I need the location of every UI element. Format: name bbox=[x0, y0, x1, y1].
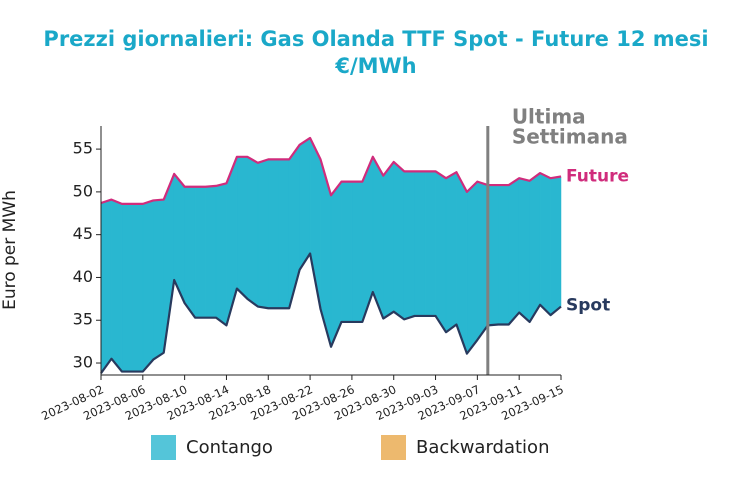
y-tick-label: 55 bbox=[73, 139, 93, 158]
y-tick-label: 35 bbox=[73, 310, 93, 329]
spread-area bbox=[100, 199, 112, 375]
marker-label: Ultima bbox=[512, 105, 586, 129]
spread-area bbox=[477, 181, 489, 341]
spread-area bbox=[215, 183, 227, 326]
y-tick-label: 30 bbox=[73, 353, 93, 372]
y-axis-label: Euro per MWh bbox=[0, 190, 20, 310]
spread-area bbox=[383, 161, 394, 319]
spread-area bbox=[268, 159, 279, 309]
spread-area bbox=[205, 185, 217, 318]
spread-area bbox=[341, 181, 353, 323]
spread-area bbox=[435, 170, 447, 334]
spread-area bbox=[142, 200, 154, 373]
legend-swatch bbox=[381, 435, 406, 460]
series-label: Future bbox=[566, 166, 629, 186]
legend-swatch bbox=[151, 435, 176, 460]
spread-area bbox=[184, 186, 196, 319]
spread-area bbox=[132, 203, 144, 372]
spread-area bbox=[111, 199, 123, 373]
spread-area bbox=[153, 199, 164, 361]
spread-area bbox=[529, 172, 541, 323]
spread-area bbox=[247, 156, 259, 308]
chart-subtitle: €/MWh bbox=[334, 54, 416, 78]
spread-area bbox=[466, 181, 478, 355]
spread-area bbox=[508, 177, 520, 326]
y-tick-label: 50 bbox=[73, 181, 93, 200]
spread-area bbox=[330, 180, 342, 347]
marker-label: Settimana bbox=[512, 125, 628, 149]
spread-area bbox=[163, 173, 175, 353]
legend-label: Backwardation bbox=[416, 437, 549, 458]
spread-area bbox=[121, 203, 133, 372]
spread-area bbox=[403, 171, 415, 320]
spread-area bbox=[445, 171, 457, 333]
chart-title: Prezzi giornalieri: Gas Olanda TTF Spot … bbox=[43, 27, 708, 51]
series-line bbox=[100, 136, 562, 205]
spread-area bbox=[518, 177, 530, 323]
y-tick-label: 40 bbox=[73, 267, 93, 286]
spread-area bbox=[236, 156, 248, 300]
spread-area bbox=[288, 144, 300, 309]
spread-area bbox=[424, 171, 436, 317]
legend-label: Contango bbox=[186, 437, 273, 458]
spread-area bbox=[194, 186, 206, 318]
spread-area bbox=[550, 176, 562, 316]
series-line bbox=[100, 252, 562, 374]
spread-area bbox=[487, 184, 499, 326]
spread-area bbox=[414, 171, 426, 317]
spread-area bbox=[351, 181, 363, 323]
spread-area bbox=[498, 184, 509, 325]
y-tick-label: 45 bbox=[73, 224, 93, 243]
series-label: Spot bbox=[566, 296, 610, 316]
spread-area bbox=[393, 161, 405, 320]
spread-area bbox=[539, 172, 551, 316]
spread-area bbox=[299, 137, 311, 271]
spread-area bbox=[278, 159, 290, 309]
spread-area bbox=[257, 159, 269, 309]
